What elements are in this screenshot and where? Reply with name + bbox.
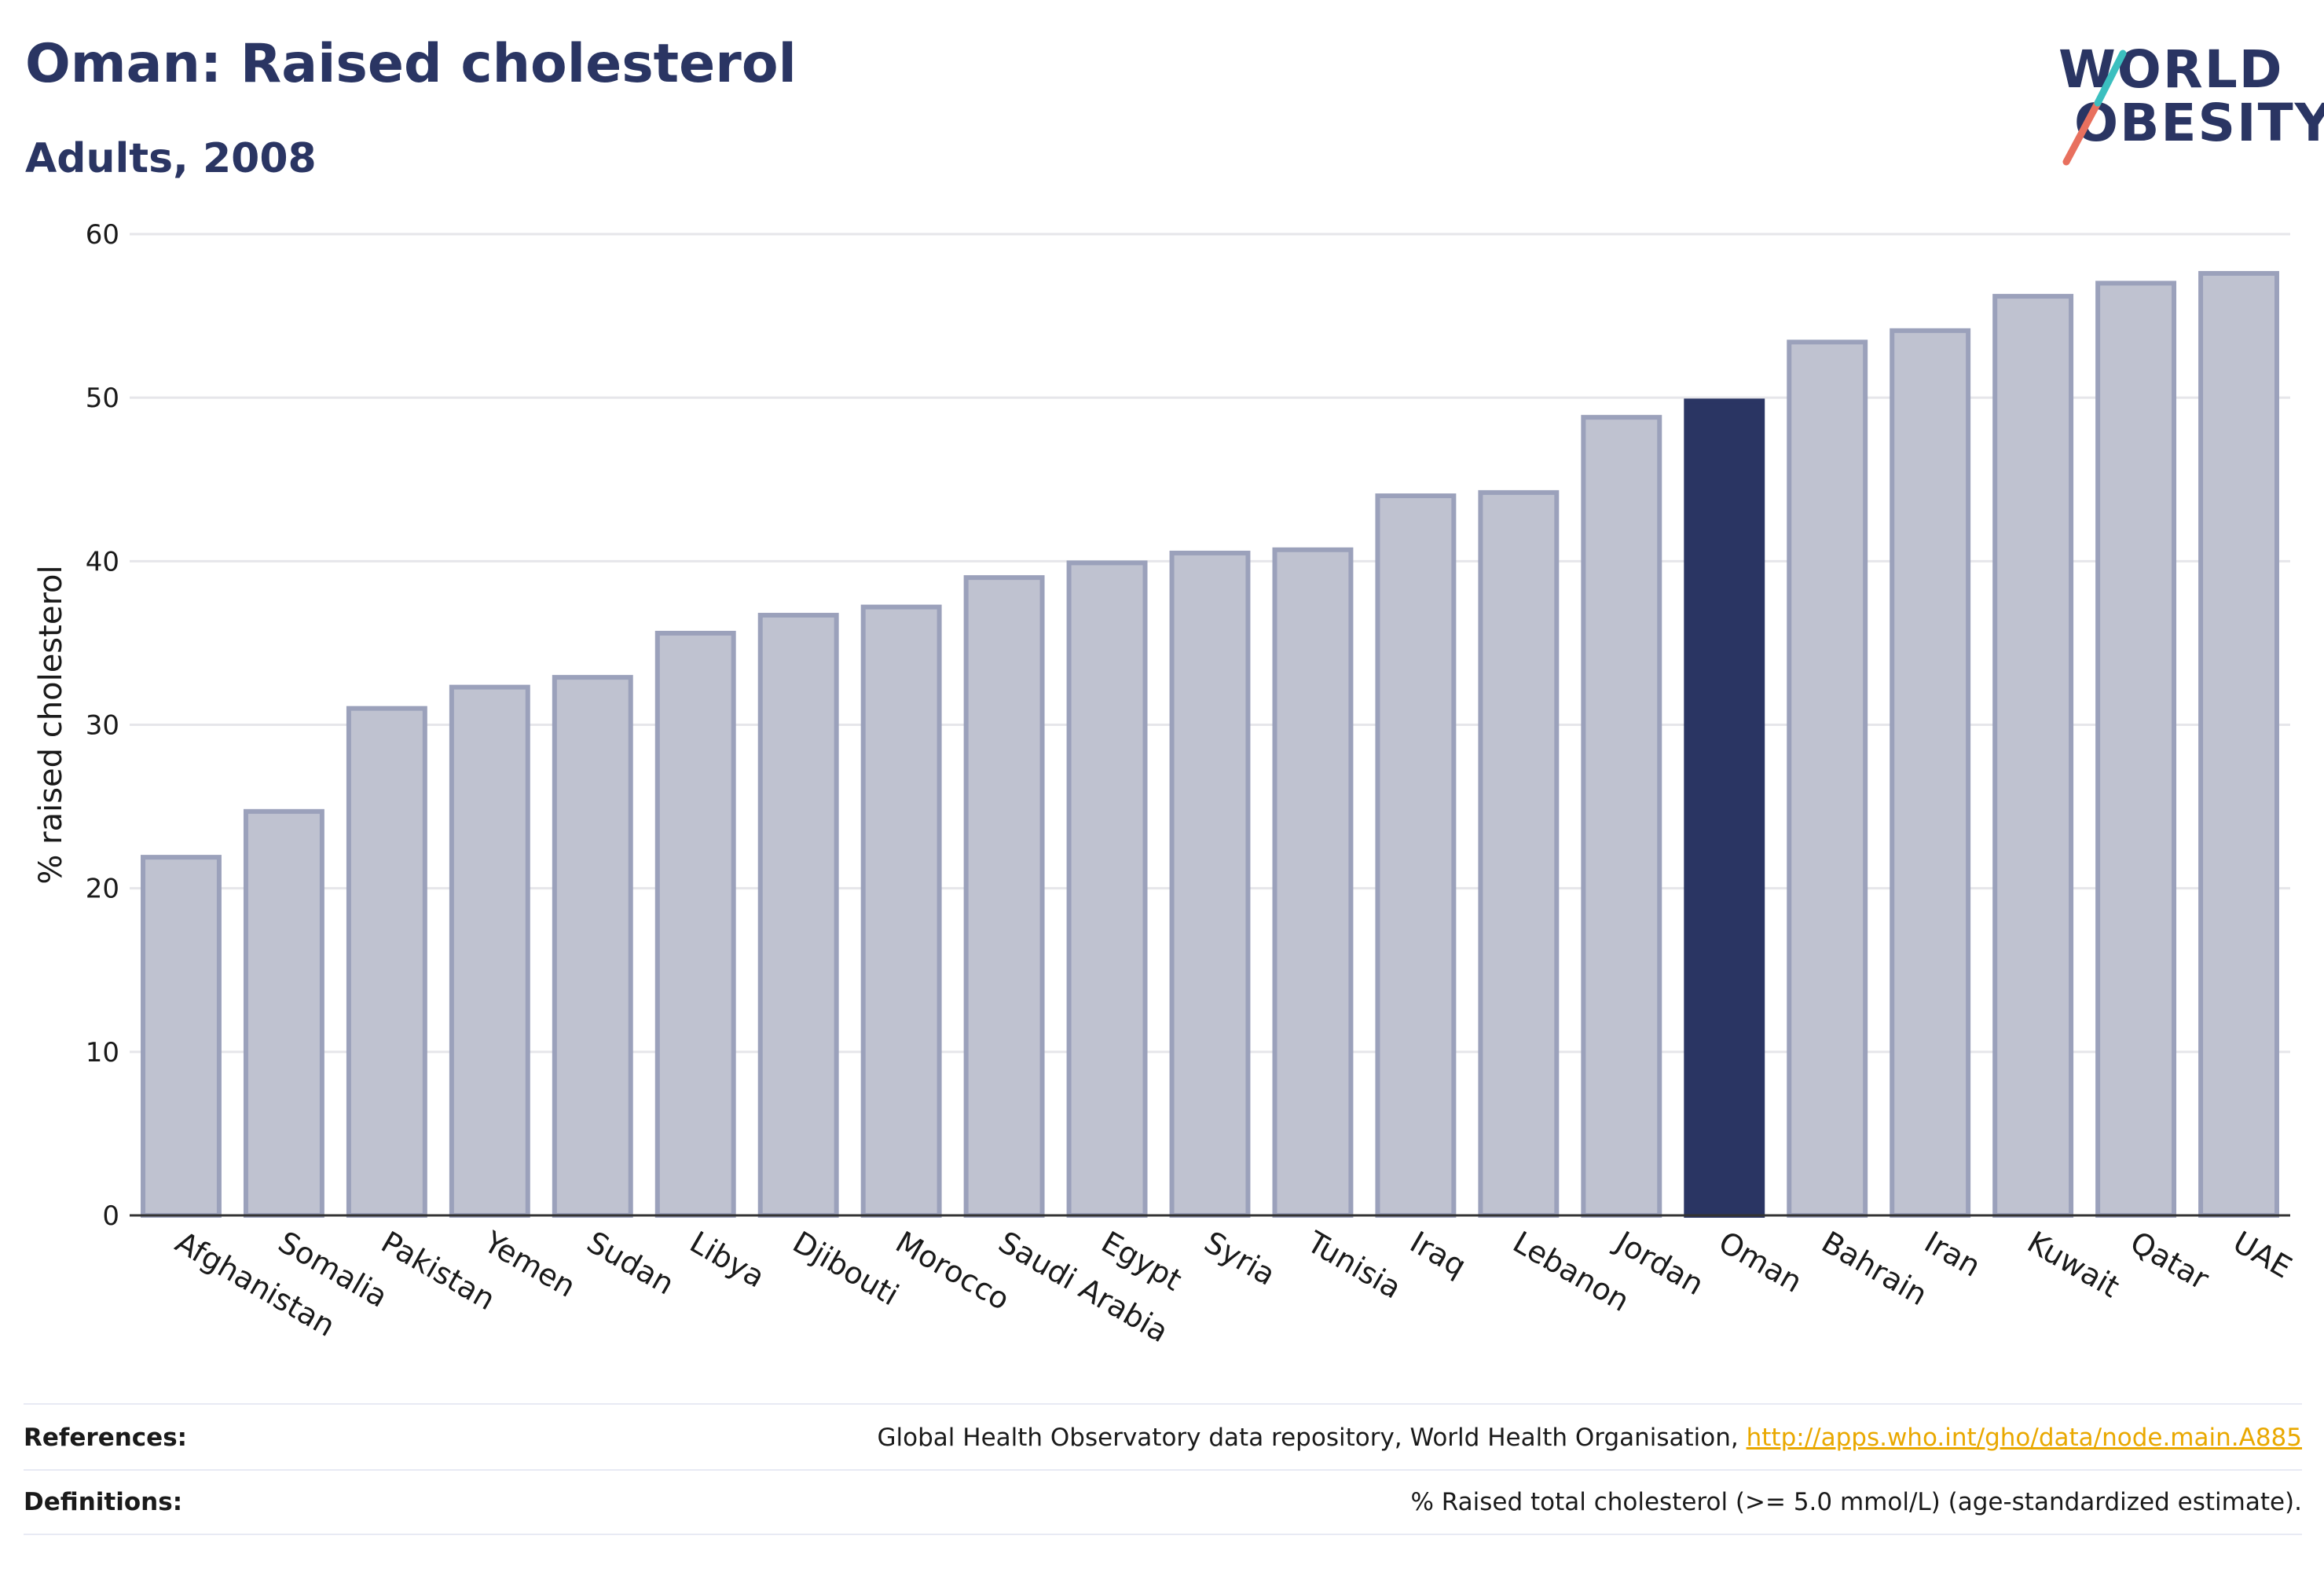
bar-jordan xyxy=(1581,415,1662,1218)
x-tick-label: Oman xyxy=(1713,1225,1808,1299)
x-tick-label: Sudan xyxy=(581,1225,680,1302)
x-tick-label: Pakistan xyxy=(376,1225,501,1318)
bar-tunisia xyxy=(1272,547,1354,1218)
logo-word-world: WORLD xyxy=(2058,39,2284,100)
bar-bahrain xyxy=(1787,339,1868,1218)
x-tick-label: Tunisia xyxy=(1301,1224,1407,1306)
references-row: References: Global Health Observatory da… xyxy=(24,1424,2302,1452)
bar-kuwait xyxy=(1992,294,2074,1218)
bar-pakistan xyxy=(346,706,427,1218)
x-tick-label: Djibouti xyxy=(787,1225,905,1313)
y-axis-title: % raised cholesterol xyxy=(33,565,69,884)
bar-saudi-arabia xyxy=(963,575,1045,1218)
definitions-text: % Raised total cholesterol (>= 5.0 mmol/… xyxy=(1410,1488,2302,1516)
footer-middle-rule xyxy=(24,1469,2302,1471)
bar-chart: 0 10 20 30 40 50 60 AfghanistanSomaliaPakistan… xyxy=(33,219,2297,1350)
definitions-label: Definitions: xyxy=(24,1488,183,1516)
definitions-row: Definitions: % Raised total cholesterol … xyxy=(24,1488,2302,1516)
bar-oman xyxy=(1684,398,1765,1219)
bars xyxy=(141,270,2279,1219)
references-label: References: xyxy=(24,1424,188,1452)
x-tick-label: Lebanon xyxy=(1507,1225,1635,1318)
bar-afghanistan xyxy=(141,855,222,1218)
y-tick-label: 0 xyxy=(102,1200,119,1232)
y-tick-label: 30 xyxy=(86,710,119,742)
x-tick-label: Syria xyxy=(1199,1225,1281,1292)
bar-sudan xyxy=(552,675,633,1218)
y-tick-label: 60 xyxy=(86,219,119,251)
bar-syria xyxy=(1169,550,1251,1218)
bar-iran xyxy=(1890,328,1971,1218)
bar-yemen xyxy=(449,684,530,1218)
world-obesity-logo: WORLD OBESITY xyxy=(2043,28,2324,178)
bar-uae xyxy=(2198,270,2279,1219)
bar-somalia xyxy=(243,808,324,1218)
chart-title: Oman: Raised cholesterol xyxy=(25,33,797,95)
logo-word-obesity: OBESITY xyxy=(2074,93,2324,153)
bar-qatar xyxy=(2095,280,2177,1219)
bar-iraq xyxy=(1375,493,1457,1219)
y-tick-label: 20 xyxy=(86,874,119,905)
x-tick-label: Qatar xyxy=(2124,1225,2215,1297)
x-tick-label: Saudi Arabia xyxy=(993,1225,1175,1350)
references-text: Global Health Observatory data repositor… xyxy=(877,1424,1747,1452)
x-tick-label: Libya xyxy=(684,1225,771,1295)
footer-top-rule xyxy=(24,1403,2302,1405)
references-value: Global Health Observatory data repositor… xyxy=(878,1424,2302,1452)
y-tick-label: 10 xyxy=(86,1037,119,1068)
footer-bottom-rule xyxy=(24,1534,2302,1535)
logo-slash-icon xyxy=(2062,49,2127,166)
bar-egypt xyxy=(1066,560,1148,1219)
x-tick-label: UAE xyxy=(2227,1225,2297,1285)
y-tick-label: 50 xyxy=(86,383,119,414)
bar-lebanon xyxy=(1478,489,1560,1218)
references-link[interactable]: http://apps.who.int/gho/data/node.main.A… xyxy=(1746,1424,2302,1452)
x-tick-label: Iran xyxy=(1919,1225,1986,1284)
x-tick-label: Bahrain xyxy=(1816,1225,1933,1313)
x-tick-label: Iraq xyxy=(1404,1225,1472,1284)
x-tick-label: Kuwait xyxy=(2022,1225,2125,1305)
bar-djibouti xyxy=(757,613,839,1218)
bar-libya xyxy=(654,630,736,1218)
y-axis-ticks: 0 10 20 30 40 50 60 xyxy=(86,219,119,1232)
y-tick-label: 40 xyxy=(86,546,119,577)
chart-subtitle: Adults, 2008 xyxy=(25,135,317,182)
bar-morocco xyxy=(860,604,942,1218)
x-tick-label: Morocco xyxy=(890,1225,1016,1318)
